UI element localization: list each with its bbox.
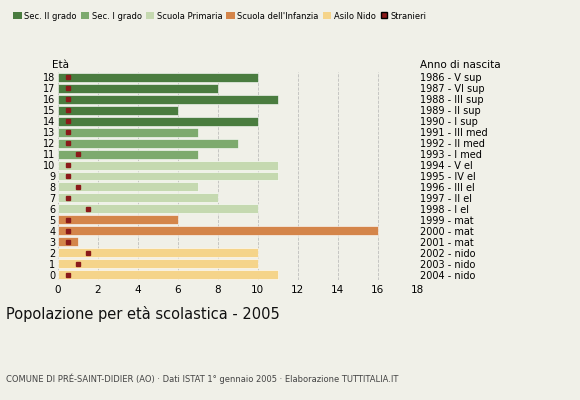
- Text: Popolazione per età scolastica - 2005: Popolazione per età scolastica - 2005: [6, 306, 280, 322]
- Bar: [58, 84, 218, 93]
- Bar: [58, 182, 198, 192]
- Bar: [58, 172, 278, 180]
- Bar: [58, 259, 258, 268]
- Bar: [58, 237, 78, 246]
- Text: COMUNE DI PRÉ-SAINT-DIDIER (AO) · Dati ISTAT 1° gennaio 2005 · Elaborazione TUTT: COMUNE DI PRÉ-SAINT-DIDIER (AO) · Dati I…: [6, 374, 398, 384]
- Bar: [58, 226, 378, 235]
- Bar: [58, 73, 258, 82]
- Bar: [58, 215, 178, 224]
- Text: Età: Età: [52, 60, 69, 70]
- Bar: [58, 106, 178, 115]
- Bar: [58, 150, 198, 158]
- Bar: [58, 117, 258, 126]
- Bar: [58, 128, 198, 137]
- Bar: [58, 139, 238, 148]
- Legend: Sec. II grado, Sec. I grado, Scuola Primaria, Scuola dell'Infanzia, Asilo Nido, : Sec. II grado, Sec. I grado, Scuola Prim…: [10, 8, 430, 24]
- Bar: [58, 160, 278, 170]
- Bar: [58, 270, 278, 279]
- Bar: [58, 204, 258, 213]
- Text: Anno di nascita: Anno di nascita: [420, 60, 501, 70]
- Bar: [58, 95, 278, 104]
- Bar: [58, 248, 258, 257]
- Bar: [58, 194, 218, 202]
